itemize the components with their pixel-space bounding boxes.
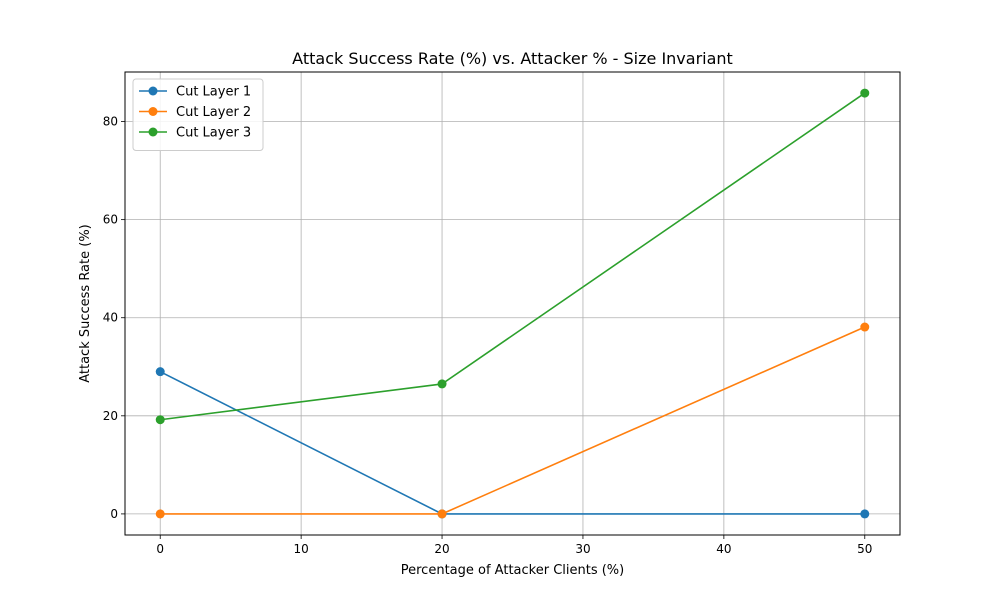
data-point bbox=[155, 367, 165, 377]
series-2 bbox=[155, 322, 870, 519]
legend-label: Cut Layer 1 bbox=[176, 85, 251, 100]
plot-area-frame bbox=[124, 71, 901, 536]
x-tick-label: 10 bbox=[293, 542, 308, 556]
legend-label: Cut Layer 3 bbox=[176, 126, 251, 141]
series-lines bbox=[155, 88, 870, 519]
data-point bbox=[860, 509, 870, 519]
legend-item: Cut Layer 2 bbox=[139, 105, 251, 120]
series-3 bbox=[155, 88, 870, 425]
legend-item: Cut Layer 1 bbox=[139, 85, 251, 100]
y-axis-label: Attack Success Rate (%) bbox=[78, 224, 93, 383]
y-tick-label: 20 bbox=[103, 409, 118, 423]
x-tick-label: 0 bbox=[156, 542, 164, 556]
y-tick-label: 0 bbox=[110, 507, 118, 521]
data-point bbox=[437, 379, 447, 389]
axis-ticks: 0 10 20 30 40 50 0 20 40 60 80 bbox=[103, 115, 873, 556]
data-point bbox=[155, 509, 165, 519]
data-point bbox=[860, 88, 870, 98]
y-tick-label: 40 bbox=[103, 311, 118, 325]
x-tick-label: 40 bbox=[716, 542, 731, 556]
legend-swatch-marker bbox=[148, 107, 158, 116]
y-tick-label: 60 bbox=[103, 213, 118, 227]
x-tick-label: 20 bbox=[434, 542, 449, 556]
legend-label: Cut Layer 2 bbox=[176, 105, 251, 120]
legend-swatch-marker bbox=[148, 127, 158, 137]
legend: Cut Layer 1 Cut Layer 2 Cut Layer 3 bbox=[132, 78, 264, 151]
data-point bbox=[155, 415, 165, 425]
x-tick-label: 50 bbox=[857, 542, 872, 556]
legend-swatch-marker bbox=[148, 86, 158, 96]
data-point bbox=[437, 509, 447, 519]
legend-item: Cut Layer 3 bbox=[139, 126, 251, 141]
y-tick-label: 80 bbox=[103, 115, 118, 129]
data-point bbox=[860, 322, 870, 332]
x-axis-label: Percentage of Attacker Clients (%) bbox=[401, 563, 624, 578]
x-tick-label: 30 bbox=[575, 542, 590, 556]
chart-title: Attack Success Rate (%) vs. Attacker % -… bbox=[292, 49, 733, 68]
